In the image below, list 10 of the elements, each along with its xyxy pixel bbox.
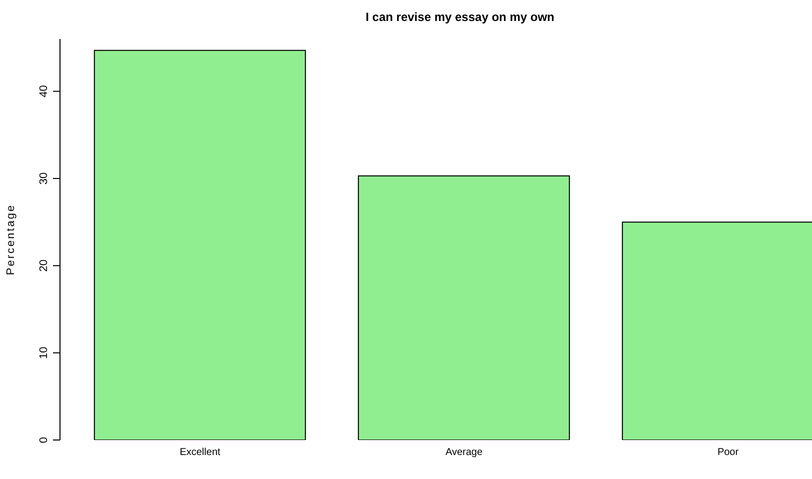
y-axis-title: Percentage xyxy=(4,204,17,276)
chart-title: I can revise my essay on my own xyxy=(364,10,556,24)
y-tick-label: 0 xyxy=(38,436,50,444)
y-tick-label: 20 xyxy=(38,260,50,272)
y-tick-label: 10 xyxy=(38,346,50,359)
x-tick-label: Excellent xyxy=(180,447,221,458)
x-tick-label: Poor xyxy=(717,447,740,458)
y-tick-label: 30 xyxy=(38,172,50,185)
x-tick-label: Average xyxy=(445,447,483,458)
y-tick-label: 40 xyxy=(38,85,50,98)
